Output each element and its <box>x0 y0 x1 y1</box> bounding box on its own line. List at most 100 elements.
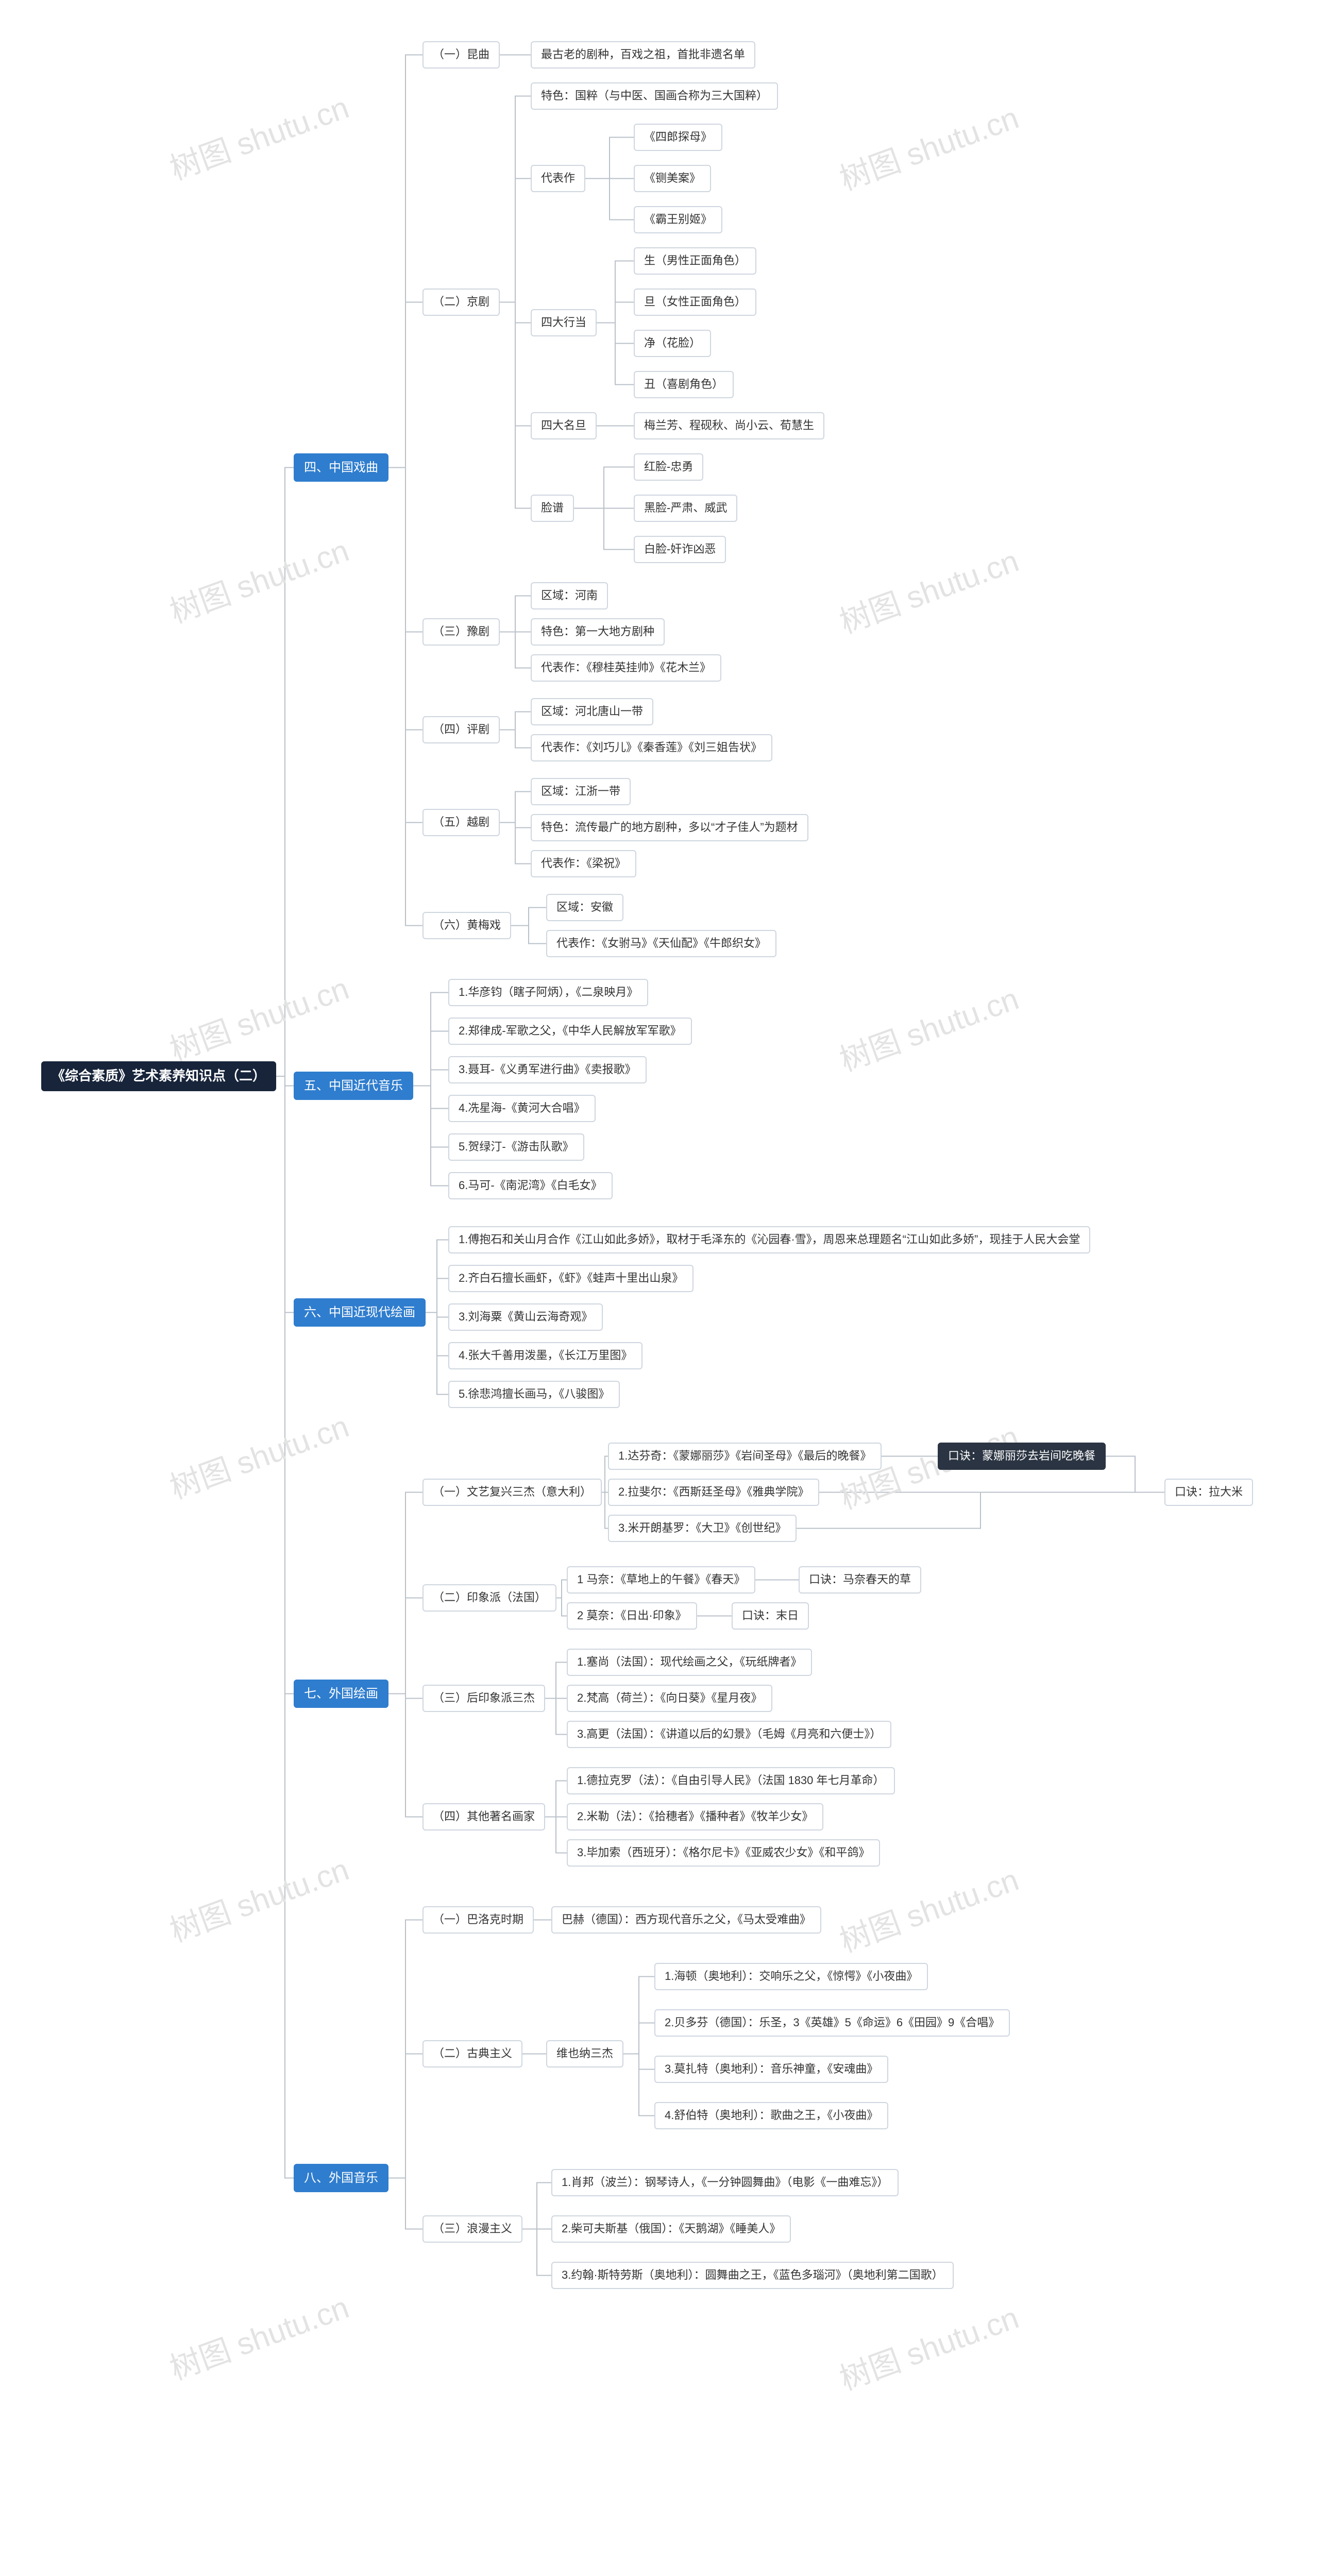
mindmap-node[interactable]: （二）古典主义 <box>422 2040 522 2067</box>
mindmap-node[interactable]: 1.德拉克罗（法）：《自由引导人民》（法国 1830 年七月革命） <box>567 1767 895 1794</box>
edge <box>556 1598 567 1616</box>
mindmap-node[interactable]: （二）京剧 <box>422 289 500 316</box>
mindmap-node[interactable]: 2.梵高（荷兰）：《向日葵》《星月夜》 <box>567 1685 772 1712</box>
category-node[interactable]: 七、外国绘画 <box>294 1680 388 1708</box>
mindmap-node[interactable]: 《四郎探母》 <box>634 124 722 151</box>
mindmap-node[interactable]: 特色：第一大地方剧种 <box>531 618 665 646</box>
category-node[interactable]: 五、中国近代音乐 <box>294 1072 413 1100</box>
mindmap-node[interactable]: 净（花脸） <box>634 330 711 357</box>
mindmap-node[interactable]: 2.齐白石擅长画虾，《虾》《蛙声十里出山泉》 <box>448 1265 694 1292</box>
mindmap-node[interactable]: 1 马奈：《草地上的午餐》《春天》 <box>567 1566 755 1594</box>
edge <box>500 302 531 323</box>
mindmap-node[interactable]: （三）后印象派三杰 <box>422 1685 545 1712</box>
mindmap-node[interactable]: 3.高更（法国）：《讲道以后的幻景》（毛姆《月亮和六便士》） <box>567 1721 891 1748</box>
category-node[interactable]: 四、中国戏曲 <box>294 453 388 482</box>
mindmap-node[interactable]: 1.塞尚（法国）：现代绘画之父，《玩纸牌者》 <box>567 1649 812 1676</box>
mindmap-node[interactable]: 1.海顿（奥地利）：交响乐之父，《惊愕》《小夜曲》 <box>654 1963 928 1990</box>
edge <box>1106 1456 1164 1493</box>
mindmap-node[interactable]: 区域：江浙一带 <box>531 778 631 805</box>
mindmap-node[interactable]: 2 莫奈：《日出·印象》 <box>567 1602 697 1630</box>
mindmap-node[interactable]: 6.马可-《南泥湾》《白毛女》 <box>448 1172 613 1199</box>
mindmap-node[interactable]: 4.舒伯特（奥地利）：歌曲之王，《小夜曲》 <box>654 2102 888 2129</box>
edge <box>413 1086 448 1109</box>
edge <box>413 1086 448 1186</box>
mindmap-node[interactable]: 梅兰芳、程砚秋、尚小云、荀慧生 <box>634 412 824 439</box>
mindmap-stage: 树图 shutu.cn树图 shutu.cn树图 shutu.cn树图 shut… <box>0 0 1319 2576</box>
edge <box>500 712 531 730</box>
mindmap-node[interactable]: 特色：流传最广的地方剧种，多以“才子佳人”为题材 <box>531 814 808 841</box>
edge <box>388 1598 422 1694</box>
mindmap-node[interactable]: 4.冼星海-《黄河大合唱》 <box>448 1095 596 1122</box>
mindmap-node[interactable]: 区域：河北唐山一带 <box>531 698 653 725</box>
mindmap-node[interactable]: （一）巴洛克时期 <box>422 1906 534 1934</box>
mindmap-node[interactable]: 旦（女性正面角色） <box>634 289 756 316</box>
mindmap-node[interactable]: （一）昆曲 <box>422 41 500 69</box>
mindmap-node[interactable]: 口诀：蒙娜丽莎去岩间吃晚餐 <box>938 1443 1106 1470</box>
category-node[interactable]: 六、中国近现代绘画 <box>294 1298 426 1327</box>
mindmap-node[interactable]: 代表作：《穆桂英挂帅》《花木兰》 <box>531 654 721 682</box>
mindmap-node[interactable]: 3.米开朗基罗：《大卫》《创世纪》 <box>608 1515 797 1542</box>
mindmap-node[interactable]: 3.毕加索（西班牙）：《格尔尼卡》《亚威农少女》《和平鸽》 <box>567 1839 880 1867</box>
mindmap-node[interactable]: 代表作：《梁祝》 <box>531 850 636 877</box>
mindmap-node[interactable]: 2.郑律成-军歌之父，《中华人民解放军军歌》 <box>448 1018 692 1045</box>
mindmap-node[interactable]: 2.拉斐尔：《西斯廷圣母》《雅典学院》 <box>608 1479 819 1506</box>
mindmap-node[interactable]: 4.张大千善用泼墨，《长江万里图》 <box>448 1342 642 1369</box>
mindmap-node[interactable]: 5.徐悲鸿擅长画马，《八骏图》 <box>448 1381 620 1408</box>
mindmap-node[interactable]: 3.莫扎特（奥地利）：音乐神童，《安魂曲》 <box>654 2056 888 2083</box>
mindmap-node[interactable]: 区域：安徽 <box>546 894 623 921</box>
category-node[interactable]: 八、外国音乐 <box>294 2164 388 2192</box>
mindmap-node[interactable]: 5.贺绿汀-《游击队歌》 <box>448 1133 584 1161</box>
mindmap-node[interactable]: 《霸王别姬》 <box>634 206 722 233</box>
mindmap-node[interactable]: 代表作：《女驸马》《天仙配》《牛郎织女》 <box>546 930 776 957</box>
mindmap-node[interactable]: （三）豫剧 <box>422 618 500 646</box>
watermark: 树图 shutu.cn <box>163 1844 354 1951</box>
edge <box>500 302 531 426</box>
mindmap-node[interactable]: 四大行当 <box>531 309 597 336</box>
mindmap-node[interactable]: （一）文艺复兴三杰（意大利） <box>422 1479 602 1506</box>
mindmap-node[interactable]: 1.傅抱石和关山月合作《江山如此多娇》，取材于毛泽东的《沁园春·雪》，周恩来总理… <box>448 1226 1090 1253</box>
edge <box>500 179 531 302</box>
root-node[interactable]: 《综合素质》艺术素养知识点（二） <box>41 1061 276 1091</box>
mindmap-node[interactable]: （四）其他著名画家 <box>422 1803 545 1831</box>
edge <box>426 1313 448 1317</box>
mindmap-node[interactable]: 红脸-忠勇 <box>634 453 703 481</box>
edge <box>623 1977 654 2054</box>
edge <box>545 1663 567 1699</box>
edge <box>623 2054 654 2070</box>
mindmap-node[interactable]: 黑脸-严肃、威武 <box>634 495 737 522</box>
mindmap-node[interactable]: （二）印象派（法国） <box>422 1584 556 1612</box>
mindmap-node[interactable]: 四大名旦 <box>531 412 597 439</box>
mindmap-node[interactable]: 口诀：末日 <box>732 1602 809 1630</box>
mindmap-node[interactable]: 区域：河南 <box>531 582 608 609</box>
mindmap-node[interactable]: 白脸-奸诈凶恶 <box>634 536 726 563</box>
edge <box>545 1817 567 1853</box>
mindmap-node[interactable]: 巴赫（德国）：西方现代音乐之父，《马太受难曲》 <box>551 1906 821 1934</box>
mindmap-node[interactable]: （五）越剧 <box>422 809 500 836</box>
mindmap-node[interactable]: 丑（喜剧角色） <box>634 371 734 398</box>
mindmap-node[interactable]: 1.华彦钧（瞎子阿炳），《二泉映月》 <box>448 979 648 1006</box>
mindmap-node[interactable]: 《铡美案》 <box>634 165 711 192</box>
edge <box>500 792 531 823</box>
mindmap-node[interactable]: 特色：国粹（与中医、国画合称为三大国粹） <box>531 82 778 110</box>
mindmap-node[interactable]: 1.达芬奇：《蒙娜丽莎》《岩间圣母》《最后的晚餐》 <box>608 1443 882 1470</box>
mindmap-node[interactable]: 1.肖邦（波兰）：钢琴诗人，《一分钟圆舞曲》（电影《一曲难忘》） <box>551 2169 899 2196</box>
mindmap-node[interactable]: 代表作 <box>531 165 585 192</box>
mindmap-node[interactable]: 口诀：拉大米 <box>1164 1479 1253 1506</box>
mindmap-node[interactable]: （三）浪漫主义 <box>422 2215 522 2243</box>
mindmap-node[interactable]: （六）黄梅戏 <box>422 912 511 939</box>
mindmap-node[interactable]: （四）评剧 <box>422 716 500 743</box>
mindmap-node[interactable]: 3.聂耳-《义勇军进行曲》《卖报歌》 <box>448 1056 647 1083</box>
mindmap-node[interactable]: 3.刘海粟《黄山云海奇观》 <box>448 1303 603 1331</box>
mindmap-node[interactable]: 2.米勒（法）：《拾穗者》《播种者》《牧羊少女》 <box>567 1803 823 1831</box>
mindmap-node[interactable]: 2.柴可夫斯基（俄国）：《天鹅湖》《睡美人》 <box>551 2215 791 2243</box>
edge <box>500 596 531 632</box>
mindmap-node[interactable]: 最古老的剧种，百戏之祖，首批非遗名单 <box>531 41 755 69</box>
mindmap-node[interactable]: 口诀：马奈春天的草 <box>799 1566 921 1594</box>
mindmap-node[interactable]: 生（男性正面角色） <box>634 247 756 275</box>
mindmap-node[interactable]: 2.贝多芬（德国）：乐圣，3《英雄》5《命运》6《田园》9《合唱》 <box>654 2009 1010 2037</box>
mindmap-node[interactable]: 3.约翰·斯特劳斯（奥地利）：圆舞曲之王，《蓝色多瑙河》（奥地利第二国歌） <box>551 2262 954 2289</box>
edge <box>602 1493 608 1529</box>
mindmap-node[interactable]: 脸谱 <box>531 495 574 522</box>
mindmap-node[interactable]: 代表作：《刘巧儿》《秦香莲》《刘三姐告状》 <box>531 734 772 761</box>
mindmap-node[interactable]: 维也纳三杰 <box>546 2040 623 2067</box>
